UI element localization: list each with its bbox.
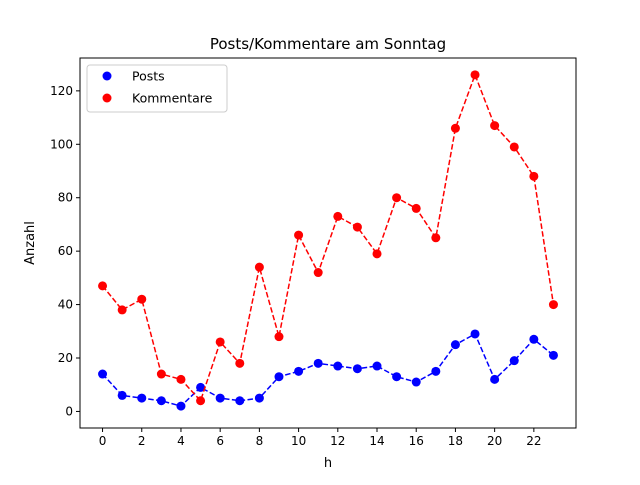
data-point-posts xyxy=(294,366,304,376)
data-point-posts xyxy=(156,396,166,406)
y-tick-label: 100 xyxy=(50,137,73,151)
data-point-kommentare xyxy=(548,300,558,310)
data-point-kommentare xyxy=(235,358,245,368)
data-point-kommentare xyxy=(450,123,460,133)
data-point-kommentare xyxy=(274,332,284,342)
legend-items: Posts Kommentare xyxy=(102,69,213,106)
data-point-posts xyxy=(333,361,343,371)
x-tick-label: 14 xyxy=(369,434,384,448)
data-point-posts xyxy=(411,377,421,387)
data-point-kommentare xyxy=(176,374,186,384)
data-point-kommentare xyxy=(490,121,500,131)
data-point-posts xyxy=(137,393,147,403)
data-point-kommentare xyxy=(254,262,264,272)
data-point-posts xyxy=(215,393,225,403)
data-point-posts xyxy=(352,364,362,374)
data-point-posts xyxy=(548,350,558,360)
data-point-posts xyxy=(392,372,402,382)
x-tick-label: 8 xyxy=(256,434,264,448)
legend-frame xyxy=(86,64,228,113)
data-point-kommentare xyxy=(411,203,421,213)
data-point-posts xyxy=(235,396,245,406)
data-point-posts xyxy=(313,358,323,368)
series-line-posts xyxy=(101,332,554,407)
data-point-kommentare xyxy=(529,171,539,181)
data-point-kommentare xyxy=(313,268,323,278)
data-point-posts xyxy=(431,366,441,376)
legend-marker-posts xyxy=(102,71,112,81)
series-line-kommentare xyxy=(101,72,555,403)
plot-frame xyxy=(79,57,577,429)
data-point-kommentare xyxy=(294,230,304,240)
x-tick-label: 20 xyxy=(487,434,502,448)
x-axis-label: h xyxy=(324,456,332,471)
data-point-posts xyxy=(372,361,382,371)
x-tick-label: 12 xyxy=(330,434,345,448)
data-point-posts xyxy=(470,329,480,339)
legend-marker-kommentare xyxy=(102,93,112,103)
data-point-kommentare xyxy=(509,142,519,152)
data-point-kommentare xyxy=(372,249,382,259)
chart-title: Posts/Kommentare am Sonntag xyxy=(210,35,446,53)
y-tick-label: 120 xyxy=(50,84,73,98)
y-tick-label: 20 xyxy=(58,351,73,365)
x-tick-label: 0 xyxy=(99,434,107,448)
data-point-posts xyxy=(450,340,460,350)
x-tick-label: 18 xyxy=(448,434,463,448)
series-layer xyxy=(98,70,558,411)
x-tick-label: 16 xyxy=(409,434,424,448)
legend-label-posts: Posts xyxy=(132,69,165,84)
y-tick-label: 80 xyxy=(58,191,73,205)
data-point-posts xyxy=(274,372,284,382)
data-point-posts xyxy=(529,334,539,344)
data-point-kommentare xyxy=(196,396,206,406)
data-point-kommentare xyxy=(392,193,402,203)
data-point-kommentare xyxy=(352,222,362,232)
x-axis: 0 2 4 6 8 10 12 14 16 18 20 22 xyxy=(99,428,541,448)
y-tick-label: 0 xyxy=(65,404,73,418)
y-axis-label: Anzahl xyxy=(23,221,38,265)
data-point-posts xyxy=(176,401,186,411)
data-point-posts xyxy=(509,356,519,366)
data-point-posts xyxy=(98,369,108,379)
series-posts xyxy=(98,329,558,411)
data-point-kommentare xyxy=(156,369,166,379)
data-point-kommentare xyxy=(333,211,343,221)
data-point-kommentare xyxy=(98,281,108,291)
plot-area xyxy=(79,57,577,429)
x-tick-label: 22 xyxy=(526,434,541,448)
data-point-kommentare xyxy=(137,294,147,304)
x-tick-label: 2 xyxy=(138,434,146,448)
series-kommentare xyxy=(98,70,558,406)
data-point-kommentare xyxy=(215,337,225,347)
legend: Posts Kommentare xyxy=(86,64,228,113)
x-tick-label: 6 xyxy=(216,434,224,448)
data-point-posts xyxy=(117,390,127,400)
y-tick-label: 40 xyxy=(58,298,73,312)
y-axis: 0 20 40 60 80 100 120 xyxy=(50,84,80,418)
x-tick-label: 10 xyxy=(291,434,306,448)
legend-label-kommentare: Kommentare xyxy=(132,91,213,106)
y-tick-label: 60 xyxy=(58,244,73,258)
data-point-kommentare xyxy=(470,70,480,80)
data-point-kommentare xyxy=(117,305,127,315)
data-point-kommentare xyxy=(431,233,441,243)
data-point-posts xyxy=(254,393,264,403)
x-tick-label: 4 xyxy=(177,434,185,448)
data-point-posts xyxy=(196,382,206,392)
data-point-posts xyxy=(490,374,500,384)
